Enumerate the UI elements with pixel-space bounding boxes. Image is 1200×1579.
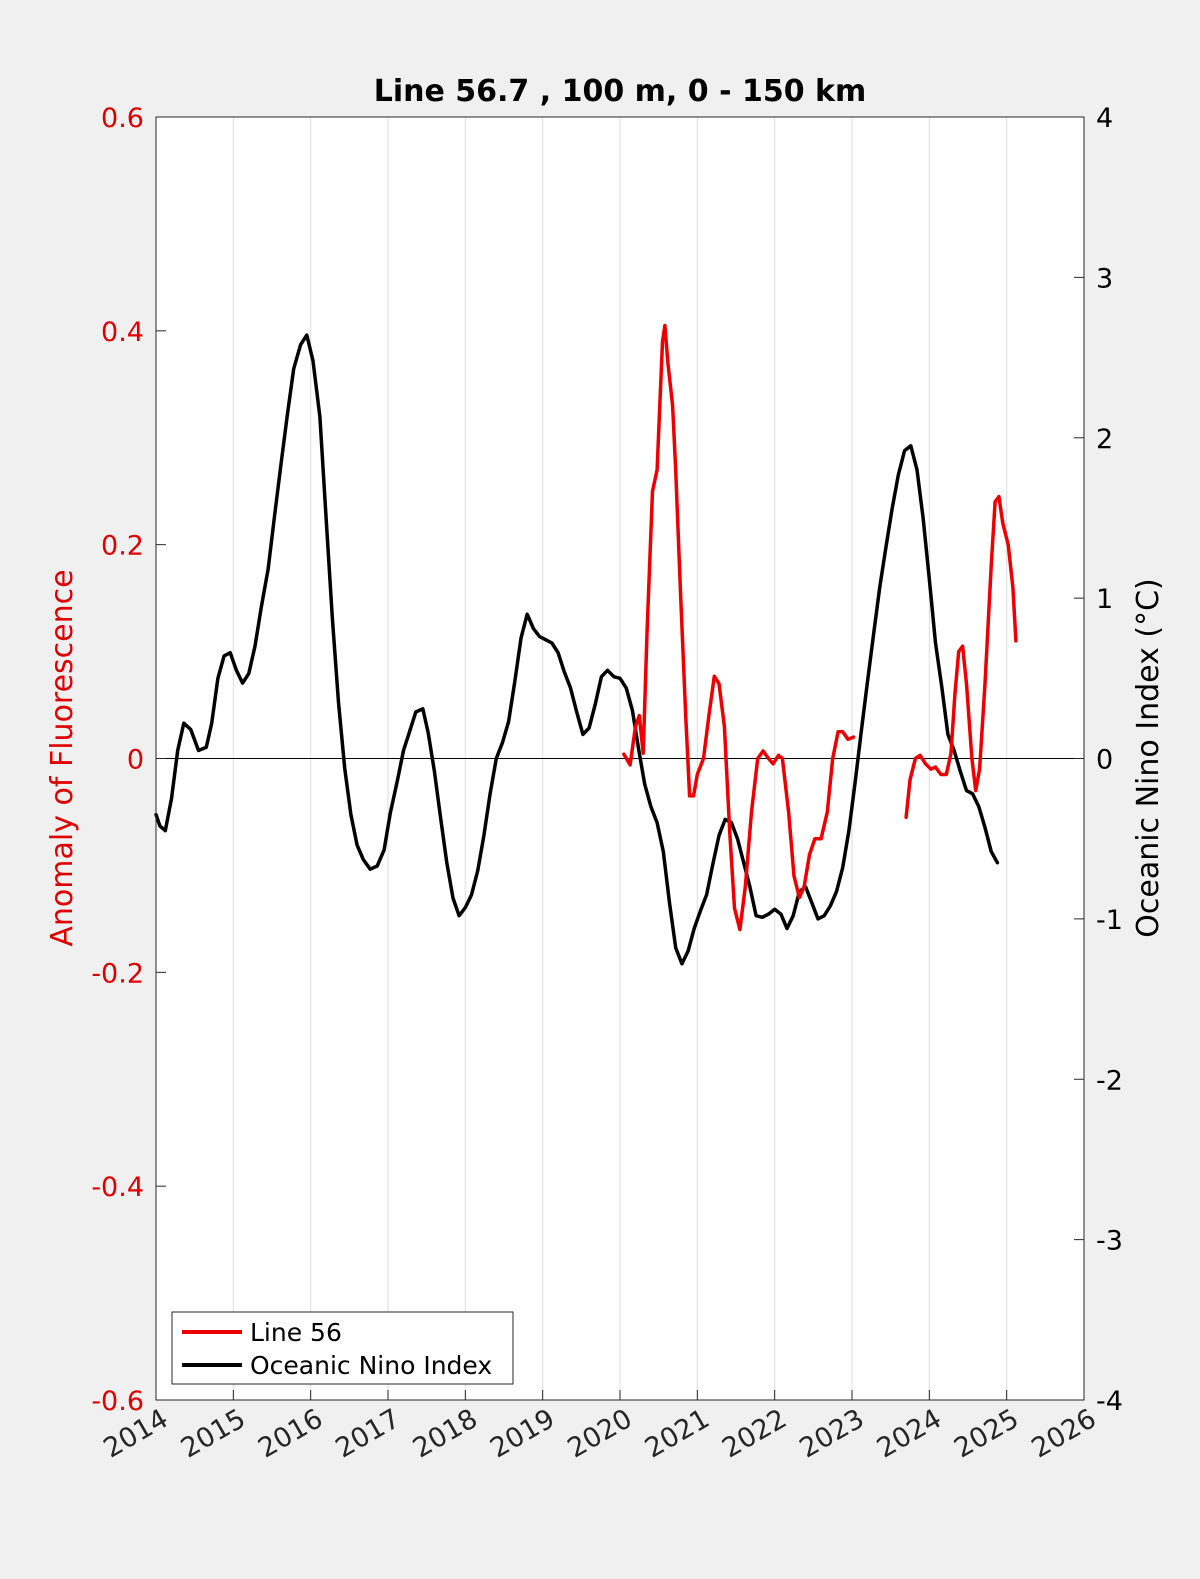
left-tick-label: 0.6 xyxy=(101,103,144,134)
left-tick-label: 0.2 xyxy=(101,531,144,562)
right-tick-label: 3 xyxy=(1096,263,1113,294)
right-tick-label: -4 xyxy=(1096,1386,1123,1417)
left-tick-label: -0.2 xyxy=(91,958,144,989)
right-axis-ticks: -4 -3 -2 -1 0 1 2 3 4 xyxy=(1074,103,1123,1417)
line-56-series-segment-1 xyxy=(622,323,856,932)
legend: Line 56 Oceanic Nino Index xyxy=(171,1311,514,1385)
legend-label-line-56: Line 56 xyxy=(250,1318,342,1347)
series-lines xyxy=(154,323,1018,966)
line-56-series-segment-2 xyxy=(904,494,1018,820)
oni-series-line xyxy=(154,333,1000,966)
left-tick-label: -0.6 xyxy=(91,1386,144,1417)
right-tick-label: -2 xyxy=(1096,1065,1123,1096)
chart-title: Line 56.7 , 100 m, 0 - 150 km xyxy=(374,74,867,109)
legend-label-oni: Oceanic Nino Index xyxy=(250,1351,492,1380)
left-tick-label: 0.4 xyxy=(101,317,144,348)
left-axis-ticks: -0.6 -0.4 -0.2 0 0.2 0.4 0.6 xyxy=(91,103,166,1417)
left-axis-label: Anomaly of Fluorescence xyxy=(45,569,80,946)
left-tick-label: 0 xyxy=(127,745,144,776)
legend-box xyxy=(171,1311,514,1385)
right-axis-label: Oceanic Nino Index (°C) xyxy=(1131,578,1166,938)
left-tick-label: -0.4 xyxy=(91,1172,144,1203)
right-tick-label: 2 xyxy=(1096,424,1113,455)
right-tick-label: -1 xyxy=(1096,905,1123,936)
right-tick-label: 4 xyxy=(1096,103,1113,134)
right-tick-label: 1 xyxy=(1096,584,1113,615)
right-tick-label: 0 xyxy=(1096,745,1113,776)
right-tick-label: -3 xyxy=(1096,1226,1123,1257)
